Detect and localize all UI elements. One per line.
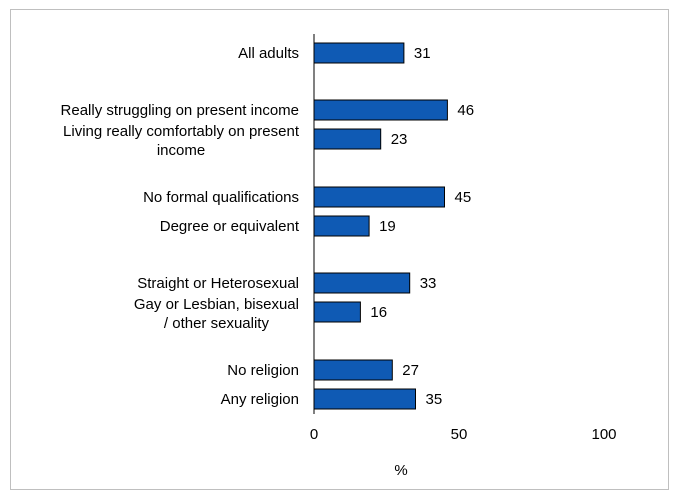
chart-labels: 31 All adults 46 Really struggling on prese… [61,45,617,479]
category-label: Really struggling on present income [61,102,299,119]
category-label: Living really comfortably on present [63,123,300,140]
category-label: No religion [227,362,299,379]
data-label: 19 [379,218,396,235]
x-tick-label: 50 [451,426,468,443]
data-label: 27 [402,362,419,379]
chart-bars [313,42,448,410]
bar [313,186,445,208]
bar [313,272,411,294]
category-label: Gay or Lesbian, bisexual [134,296,299,313]
bar [313,128,382,150]
data-label: 33 [420,275,437,292]
bar [313,42,405,64]
x-tick-label: 0 [310,426,318,443]
data-label: 23 [391,131,408,148]
bar [313,99,448,121]
bar [313,215,370,237]
category-label: All adults [238,45,299,62]
data-label: 45 [455,189,472,206]
data-label: 46 [457,102,474,119]
category-label: Any religion [221,391,299,408]
category-label: Straight or Heterosexual [137,275,299,292]
x-axis-title: % [394,462,407,479]
x-tick-label: 100 [591,426,616,443]
category-label: No formal qualifications [143,189,299,206]
bar [313,359,393,381]
bar [313,301,361,323]
category-label: Degree or equivalent [160,218,300,235]
data-label: 35 [426,391,443,408]
category-label-line2: income [157,142,205,159]
data-label: 16 [370,304,387,321]
data-label: 31 [414,45,431,62]
category-label-line2: / other sexuality [164,315,270,332]
chart-frame [10,9,669,490]
bar [313,388,416,410]
